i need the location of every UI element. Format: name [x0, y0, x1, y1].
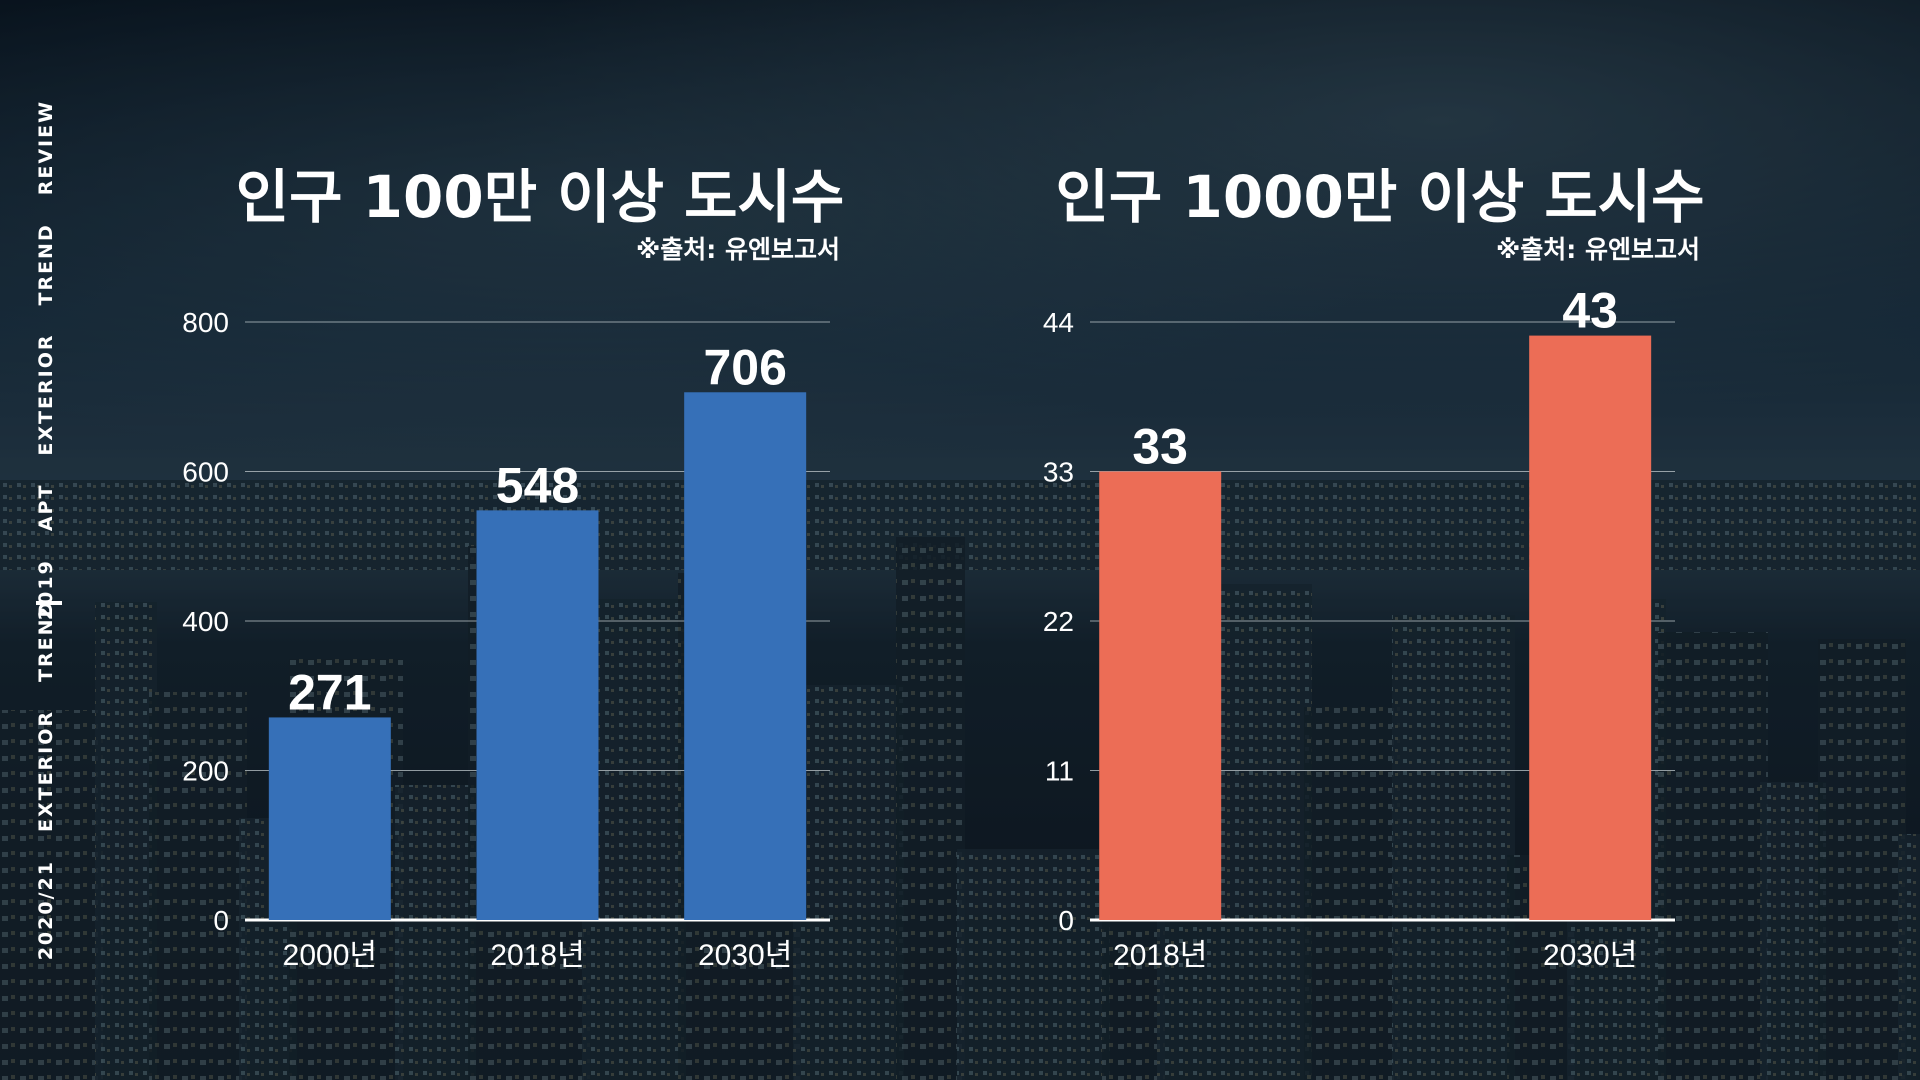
background-building — [0, 710, 103, 1080]
x-category-label: 2018년 — [490, 939, 584, 972]
side-label-top-word: TREND — [35, 223, 57, 306]
background-building — [395, 785, 476, 1080]
background-building — [957, 849, 1110, 1080]
y-tick-label: 0 — [1058, 905, 1074, 936]
y-tick-label: 33 — [1043, 457, 1074, 488]
background-building — [582, 599, 686, 1080]
side-label-top-word: EXTERIOR — [35, 333, 57, 456]
background-building — [1658, 632, 1768, 1080]
bar — [268, 717, 391, 920]
bar-value-label: 706 — [703, 339, 786, 395]
chart-source-left: ※출처: 유엔보고서 — [635, 235, 840, 264]
bar — [476, 510, 599, 920]
background-building — [896, 537, 965, 1080]
bar-value-label: 43 — [1562, 283, 1618, 339]
bar-value-label: 271 — [288, 664, 371, 720]
chart-title-right: 인구 1000만 이상 도시수 — [1055, 163, 1705, 231]
y-tick-label: 400 — [182, 606, 229, 637]
bar-chart-right: 0 11 22 33 44 33 2018년 43 2030년 — [1043, 283, 1675, 972]
side-label-top: 2019APTEXTERIORTRENDREVIEW — [35, 86, 57, 634]
bar — [1529, 335, 1652, 920]
x-category-label: 2000년 — [283, 939, 377, 972]
side-label-bottom-word: TREND — [35, 599, 57, 682]
bar — [684, 392, 807, 920]
y-tick-label: 200 — [182, 756, 229, 787]
background-building — [1392, 615, 1515, 1080]
y-tick-label: 44 — [1043, 307, 1074, 338]
bar-value-label: 33 — [1132, 419, 1188, 475]
background-building — [1818, 639, 1906, 1080]
side-label-top-word: REVIEW — [35, 99, 57, 196]
chart-title-left: 인구 100만 이상 도시수 — [235, 163, 845, 231]
y-tick-label: 11 — [1045, 756, 1074, 787]
side-label: 2019APTEXTERIORTRENDREVIEW 2020/21EXTERI… — [14, 0, 78, 1080]
chart-source-right: ※출처: 유엔보고서 — [1495, 235, 1700, 264]
y-tick-label: 600 — [182, 457, 229, 488]
background-building — [149, 692, 247, 1080]
side-label-divider — [36, 601, 62, 605]
side-label-bottom-word: EXTERIOR — [35, 709, 57, 833]
background-building — [793, 685, 904, 1080]
bar-value-label: 548 — [496, 457, 579, 513]
side-label-bottom-word: 2020/21 — [35, 860, 57, 961]
bar — [1099, 471, 1222, 920]
y-tick-label: 0 — [213, 905, 229, 936]
side-label-bottom: 2020/21 EXTERIOR TREND — [35, 586, 57, 975]
y-tick-label: 22 — [1043, 606, 1074, 637]
x-category-label: 2030년 — [698, 939, 792, 972]
background-building — [95, 602, 157, 1080]
y-tick-label: 800 — [182, 307, 229, 338]
bar-chart-left: 0 200 400 600 800 271 2000년 548 2018년 706 2030년 — [182, 307, 830, 972]
background-building — [1898, 834, 1920, 1080]
background-building — [1760, 782, 1826, 1080]
x-category-label: 2018년 — [1113, 939, 1207, 972]
background-building — [1304, 707, 1400, 1080]
x-category-label: 2030년 — [1543, 939, 1637, 972]
side-label-top-word: APT — [35, 483, 57, 532]
